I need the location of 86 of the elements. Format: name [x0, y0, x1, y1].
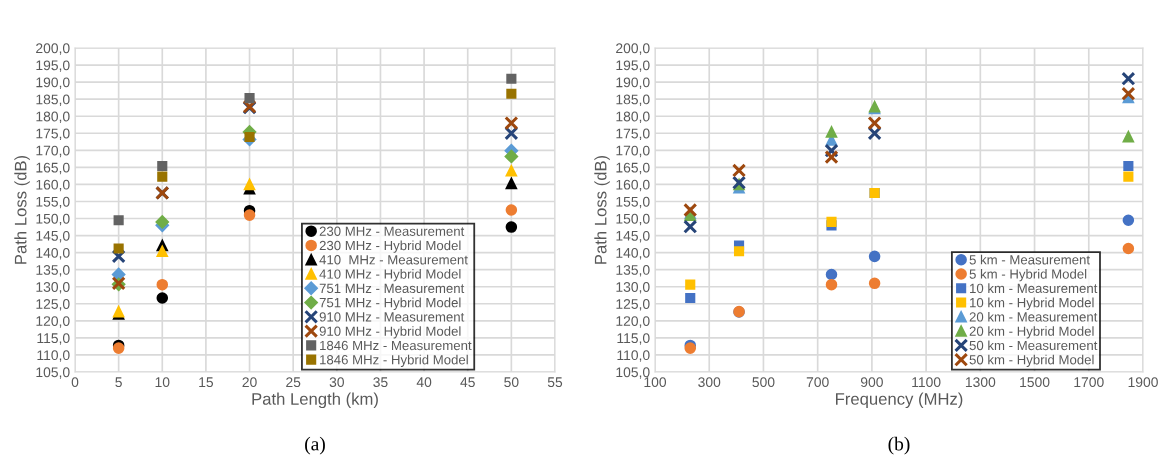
y-tick-label: 190,0 — [616, 77, 650, 89]
y-tick-label: 135,0 — [36, 265, 70, 277]
legend-label: 5 km - Measurement — [969, 254, 1090, 265]
y-tick-label: 200,0 — [36, 43, 70, 55]
x-tick-label: 500 — [752, 377, 775, 388]
legend-label: 1846 MHz - Hybrid Model — [320, 354, 468, 368]
y-tick-label: 150,0 — [616, 213, 650, 226]
y-tick-label: 170,0 — [616, 145, 650, 158]
x-tick-label: 45 — [460, 377, 475, 388]
legend-label: 1846 MHz - Measurement — [320, 340, 472, 351]
x-tick-label: 50 — [504, 377, 519, 388]
x-tick-label: 35 — [373, 377, 388, 388]
x-tick-label: 25 — [286, 377, 301, 388]
legend-label: 410 MHz - Hybrid Model — [319, 269, 461, 282]
y-axis-title: Path Loss (dB) — [594, 155, 610, 264]
y-tick-label: 185,0 — [616, 94, 650, 106]
y-tick-label: 185,0 — [36, 94, 70, 106]
y-tick-label: 130,0 — [36, 282, 70, 294]
y-tick-label: 155,0 — [616, 196, 650, 209]
y-tick-label: 135,0 — [616, 265, 650, 277]
text: (a) — [305, 436, 325, 455]
x-tick-label: 0 — [71, 377, 79, 388]
legend-label: 230 MHz - Hybrid Model — [319, 240, 461, 253]
y-tick-label: 180,0 — [616, 111, 650, 124]
x-tick-label: 40 — [416, 377, 432, 388]
legend-label: 910 MHz - Measurement — [319, 312, 465, 322]
x-tick-label: 1300 — [965, 377, 996, 388]
y-tick-label: 105,0 — [616, 367, 650, 379]
x-tick-label: 300 — [698, 377, 721, 388]
legend-label: 10 km - Measurement — [970, 283, 1098, 294]
y-tick-label: 165,0 — [36, 162, 70, 175]
y-tick-label: 110,0 — [617, 350, 650, 362]
y-tick-label: 190,0 — [36, 77, 70, 89]
x-tick-label: 10 — [155, 377, 170, 388]
legend-label: 751 MHz - Hybrid Model — [319, 297, 461, 310]
y-tick-label: 160,0 — [36, 179, 70, 192]
legend-label: 410 MHz - Measurement — [319, 255, 468, 265]
y-tick-label: 120,0 — [616, 316, 650, 328]
y-tick-label: 165,0 — [616, 162, 650, 175]
legend-label: 230 MHz - Measurement — [319, 226, 465, 236]
x-tick-label: 700 — [806, 377, 829, 388]
y-tick-label: 115,0 — [617, 333, 650, 345]
x-tick-label: 55 — [547, 377, 563, 388]
y-tick-label: 140,0 — [36, 247, 70, 260]
y-tick-label: 200,0 — [616, 43, 650, 55]
x-tick-label: 20 — [242, 377, 257, 388]
legend-label: 5 km - Hybrid Model — [969, 269, 1087, 282]
y-tick-label: 110,0 — [37, 350, 70, 362]
x-tick-label: 1700 — [1074, 377, 1104, 388]
y-tick-label: 105,0 — [36, 367, 70, 379]
x-tick-label: 5 — [115, 377, 122, 388]
x-tick-label: 1500 — [1020, 377, 1050, 388]
legend-label: 20 km - Measurement — [969, 311, 1098, 322]
legend-label: 910 MHz - Hybrid Model — [319, 326, 461, 339]
legend-label: 20 km - Hybrid Model — [969, 326, 1094, 339]
y-tick-label: 150,0 — [36, 213, 70, 226]
y-tick-label: 195,0 — [36, 60, 70, 72]
y-tick-label: 175,0 — [616, 128, 650, 141]
y-tick-label: 125,0 — [36, 299, 70, 311]
x-axis-title: Frequency (MHz) — [836, 392, 963, 409]
x-tick-label: 30 — [329, 377, 344, 388]
y-tick-label: 120,0 — [36, 316, 70, 328]
x-axis-title: Path Length (km) — [252, 392, 378, 409]
x-tick-label: 1100 — [912, 377, 941, 388]
y-tick-label: 170,0 — [36, 145, 70, 158]
y-tick-label: 195,0 — [616, 60, 650, 72]
x-tick-label: 100 — [644, 377, 667, 388]
y-tick-label: 155,0 — [36, 196, 70, 209]
y-tick-label: 140,0 — [616, 247, 650, 260]
y-tick-label: 125,0 — [616, 299, 650, 311]
x-tick-label: 900 — [860, 377, 883, 388]
y-tick-label: 180,0 — [36, 111, 70, 124]
y-tick-label: 115,0 — [37, 333, 70, 345]
legend-label: 751 MHz - Measurement — [319, 283, 465, 294]
legend-label: 50 km - Measurement — [969, 340, 1098, 351]
legend-label: 10 km - Hybrid Model — [970, 297, 1094, 310]
y-tick-label: 145,0 — [36, 230, 70, 243]
text: (b) — [888, 436, 910, 455]
y-tick-label: 175,0 — [36, 128, 70, 141]
x-tick-label: 15 — [199, 377, 214, 388]
y-tick-label: 160,0 — [616, 179, 650, 192]
x-tick-label: 1900 — [1128, 377, 1158, 388]
y-tick-label: 145,0 — [616, 230, 650, 243]
y-axis-title: Path Loss (dB) — [14, 155, 30, 264]
legend-label: 50 km - Hybrid Model — [969, 354, 1094, 368]
y-tick-label: 130,0 — [616, 282, 650, 294]
